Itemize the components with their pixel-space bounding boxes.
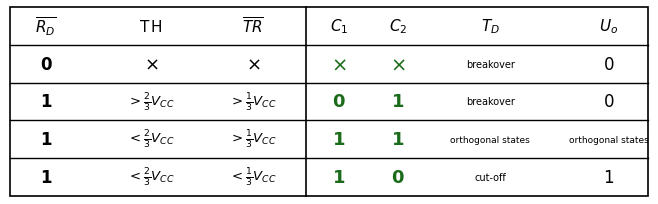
Text: $>\frac{2}{3}V_{CC}$: $>\frac{2}{3}V_{CC}$ [128,91,175,113]
Text: $C_2$: $C_2$ [389,18,407,36]
Text: 0: 0 [603,93,614,111]
Text: $\times$: $\times$ [331,55,347,74]
Text: $<\frac{1}{3}V_{CC}$: $<\frac{1}{3}V_{CC}$ [230,166,277,188]
Text: $\mathbf{1}$: $\mathbf{1}$ [332,131,345,149]
Text: $>\frac{1}{3}V_{CC}$: $>\frac{1}{3}V_{CC}$ [230,91,277,113]
Text: $\times$: $\times$ [246,55,261,73]
Text: $\mathbf{0}$: $\mathbf{0}$ [332,93,345,111]
Text: breakover: breakover [466,60,515,69]
Text: $\mathbf{0}$: $\mathbf{0}$ [392,168,405,186]
Text: $\mathbf{0}$: $\mathbf{0}$ [39,55,53,73]
Text: $C_1$: $C_1$ [330,18,348,36]
Text: $<\frac{2}{3}V_{CC}$: $<\frac{2}{3}V_{CC}$ [128,166,175,188]
Text: $\mathbf{1}$: $\mathbf{1}$ [332,168,345,186]
Text: $\times$: $\times$ [390,55,406,74]
Text: $\mathrm{T\,H}$: $\mathrm{T\,H}$ [139,19,163,35]
Text: 0: 0 [603,55,614,73]
Text: breakover: breakover [466,97,515,107]
Text: 1: 1 [603,168,614,186]
Text: $U_o$: $U_o$ [599,18,619,36]
Text: cut-off: cut-off [474,172,506,182]
Text: $\mathbf{1}$: $\mathbf{1}$ [40,168,52,186]
Text: $<\frac{2}{3}V_{CC}$: $<\frac{2}{3}V_{CC}$ [128,129,175,151]
Text: orthogonal states: orthogonal states [569,135,649,144]
Text: $\mathbf{1}$: $\mathbf{1}$ [392,131,405,149]
Text: $T_D$: $T_D$ [481,18,499,36]
Text: $\mathbf{1}$: $\mathbf{1}$ [392,93,405,111]
Text: orthogonal states: orthogonal states [450,135,530,144]
Text: $\times$: $\times$ [144,55,159,73]
Text: $\mathbf{1}$: $\mathbf{1}$ [40,93,52,111]
Text: $\overline{TR}$: $\overline{TR}$ [242,17,265,37]
Text: $>\frac{1}{3}V_{CC}$: $>\frac{1}{3}V_{CC}$ [230,129,277,151]
Text: $\mathbf{1}$: $\mathbf{1}$ [40,131,52,149]
Text: $\overline{R_D}$: $\overline{R_D}$ [36,16,57,38]
